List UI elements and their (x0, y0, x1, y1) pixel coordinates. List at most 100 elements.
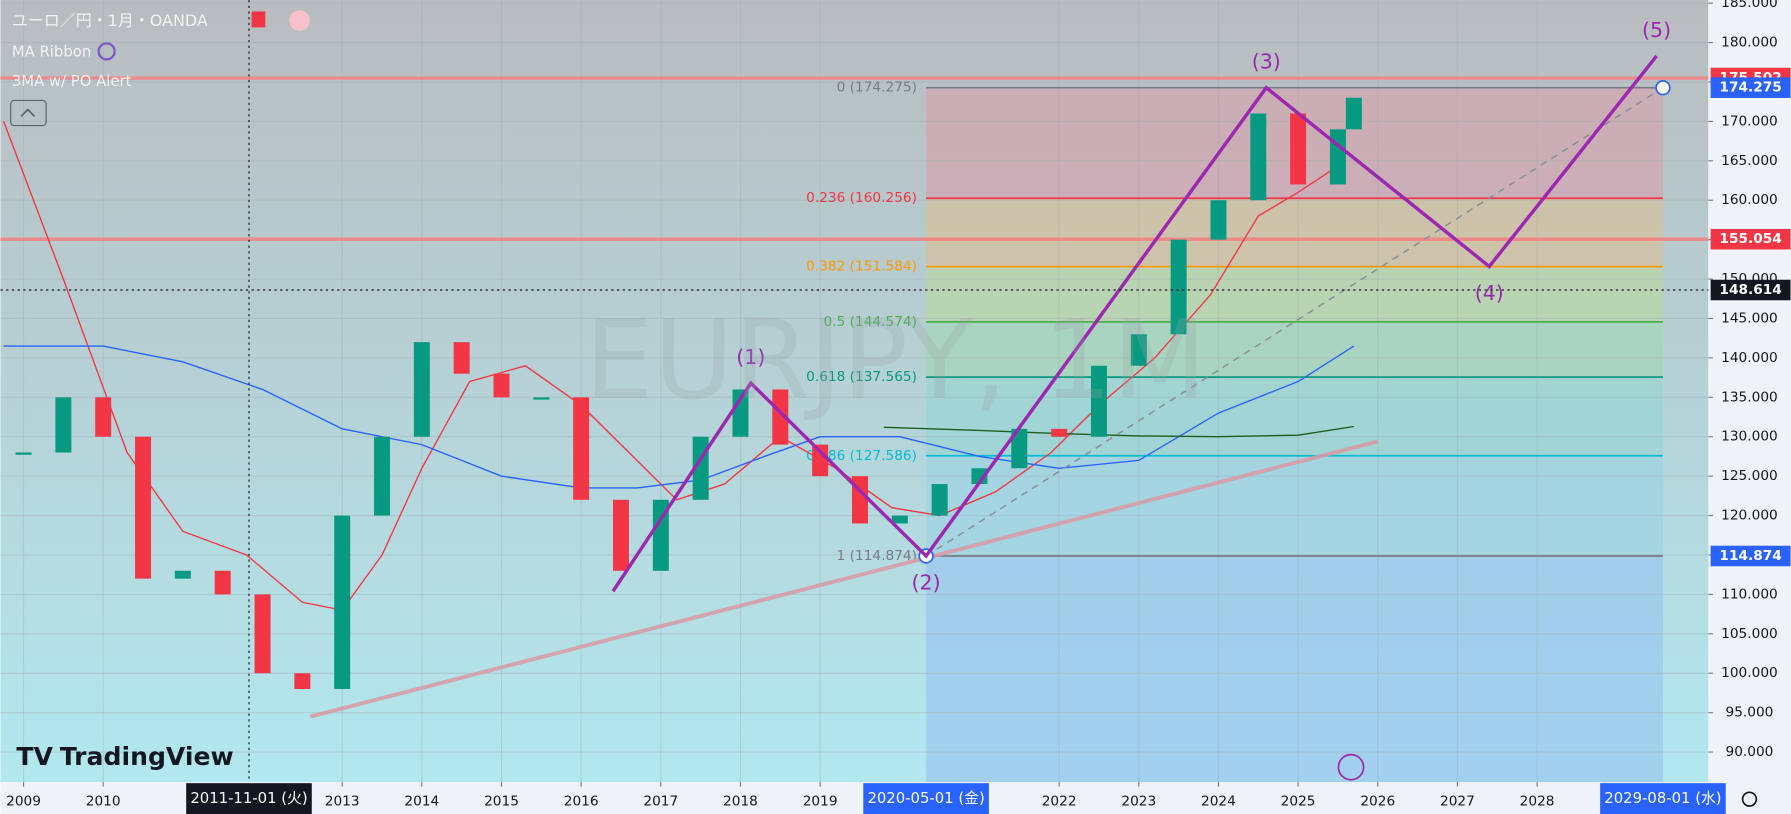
x-tick-label: 2010 (86, 793, 121, 809)
x-tick-label: 2026 (1360, 793, 1395, 809)
candle (1345, 97, 1362, 130)
candle (135, 436, 152, 579)
price-badge (1710, 228, 1791, 250)
x-tick-label: 2016 (564, 793, 599, 809)
fib-label: 0 (174.275) (837, 80, 917, 96)
candle (174, 570, 191, 579)
fib-zone (926, 555, 1663, 783)
time-badge-label: 2011-11-01 (火) (190, 790, 307, 807)
alert-icon[interactable] (1337, 753, 1365, 781)
x-tick-label: 2009 (6, 793, 41, 809)
y-tick-label: 120.000 (1721, 508, 1778, 524)
price-badge (1710, 545, 1791, 567)
candle (1170, 239, 1187, 335)
trendline (309, 439, 1379, 719)
y-tick-label: 145.000 (1721, 310, 1778, 326)
anchor-point (1655, 79, 1671, 96)
x-tick-label: 2024 (1201, 793, 1236, 809)
candle (971, 468, 988, 485)
x-tick-label: 2013 (325, 793, 360, 809)
x-tick-label: 2019 (803, 793, 838, 809)
settings-icon[interactable] (1741, 791, 1758, 807)
time-badge-label: 2020-05-01 (金) (867, 790, 984, 807)
indicator-icon[interactable] (97, 42, 116, 61)
candle (931, 484, 948, 516)
wave-label: (5) (1642, 18, 1671, 42)
wave-label: (1) (736, 345, 765, 369)
fib-zone (926, 321, 1663, 378)
logo-mark: ⁠TV (16, 742, 53, 771)
price-badge-label: 148.614 (1719, 282, 1781, 298)
candle (95, 397, 112, 437)
candle (891, 515, 908, 524)
logo: TradingView (60, 742, 234, 771)
y-tick-label: 130.000 (1721, 429, 1778, 445)
candle (334, 515, 351, 690)
candle (374, 436, 391, 516)
y-tick-label: 105.000 (1721, 626, 1778, 642)
watermark: EURJPY, 1M (584, 296, 1206, 424)
x-tick-label: 2025 (1281, 793, 1316, 809)
fib-zone (926, 198, 1663, 267)
x-tick-label: 2018 (723, 793, 758, 809)
candle (493, 373, 510, 398)
wave-label: (2) (912, 570, 941, 594)
fib-zone (926, 377, 1663, 456)
time-badge (1600, 783, 1726, 814)
fib-label: 0.786 (127.586) (806, 448, 917, 464)
candle (1011, 428, 1028, 469)
candle (55, 397, 72, 453)
y-tick-label: 90.000 (1726, 744, 1774, 760)
time-badge (186, 783, 312, 814)
fib-zone (926, 455, 1663, 556)
compare-icon[interactable] (289, 10, 310, 31)
y-tick-label: 135.000 (1721, 389, 1778, 405)
fib-label: 0.382 (151.584) (806, 259, 917, 275)
candle (254, 594, 271, 674)
fib-label: 0.5 (144.574) (824, 314, 917, 330)
x-tick-label: 2023 (1121, 793, 1156, 809)
candle (294, 673, 311, 690)
y-tick-label: 125.000 (1721, 468, 1778, 484)
collapse-button[interactable] (10, 99, 47, 127)
moving-average (883, 425, 1354, 438)
x-tick-label: 2015 (484, 793, 519, 809)
x-tick-label: 2014 (404, 793, 439, 809)
candle (1210, 200, 1227, 240)
candle (413, 342, 430, 437)
indicator-label[interactable]: 3MA w/ PO Alert (12, 73, 132, 90)
x-tick-label: 2017 (643, 793, 678, 809)
symbol-title: ユーロ／円・1月・OANDA (12, 11, 208, 30)
price-badge-label: 174.275 (1719, 80, 1781, 96)
candle (1290, 113, 1307, 185)
candle (732, 389, 749, 437)
fib-zone (926, 266, 1663, 322)
x-tick-label: 2027 (1440, 793, 1475, 809)
x-tick-label: 2028 (1520, 793, 1555, 809)
price-badge-label: 114.874 (1719, 548, 1781, 564)
candle (652, 499, 669, 571)
flag-icon[interactable] (251, 11, 266, 28)
y-tick-label: 140.000 (1721, 350, 1778, 366)
wave-label: (3) (1252, 50, 1281, 74)
candle (214, 570, 231, 595)
y-tick-label: 165.000 (1721, 153, 1778, 169)
fib-label: 0.236 (160.256) (806, 190, 917, 206)
moving-average (2, 121, 1347, 611)
y-tick-label: 180.000 (1721, 35, 1778, 51)
wave-line (611, 54, 1658, 593)
candle (613, 499, 629, 571)
time-badge-label: 2029-08-01 (水) (1604, 790, 1721, 807)
candle (1250, 113, 1267, 201)
fib-label: 1 (114.874) (837, 548, 917, 564)
price-badge-label: 155.054 (1719, 231, 1781, 247)
indicator-label[interactable]: MA Ribbon (12, 44, 91, 61)
y-tick-label: 170.000 (1721, 113, 1778, 129)
y-tick-label: 95.000 (1726, 705, 1774, 721)
candle (1130, 334, 1147, 366)
price-badge (1710, 77, 1791, 98)
time-badge (863, 783, 989, 814)
price-axis (1708, 0, 1791, 814)
candle (1090, 365, 1107, 437)
